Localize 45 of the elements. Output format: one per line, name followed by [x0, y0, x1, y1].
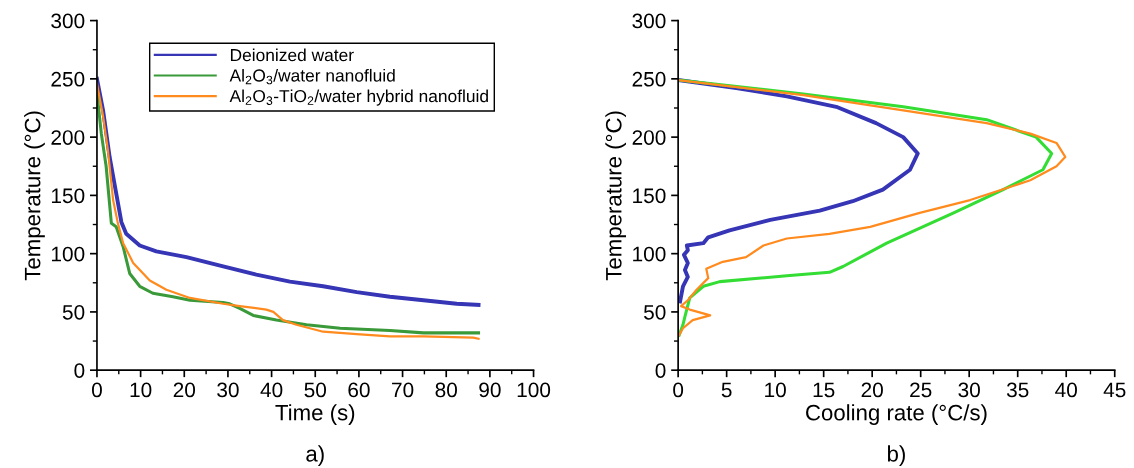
x-tick-label: 30	[217, 382, 239, 398]
x-axis-title: Cooling rate (°C/s)	[806, 404, 987, 425]
y-tick-label: 50	[62, 304, 85, 320]
x-tick-label: 0	[91, 382, 102, 398]
x-tick-label: 40	[260, 382, 283, 398]
y-tick-label: 50	[643, 304, 666, 320]
x-tick-label: 5	[721, 382, 732, 398]
y-tick-label: 300	[632, 13, 666, 29]
x-tick-label: 10	[765, 382, 786, 398]
y-tick-label: 100	[51, 246, 85, 262]
y-tick-label: 0	[655, 363, 666, 378]
x-tick-label: 35	[1006, 382, 1029, 398]
x-tick-label: 10	[130, 382, 152, 398]
x-tick-label: 80	[435, 382, 457, 398]
y-tick-label: 250	[632, 71, 666, 87]
y-axis-title: Temperature (°C)	[605, 111, 627, 281]
x-tick-label: 100	[517, 382, 551, 398]
x-tick-label: 50	[304, 382, 327, 398]
legend-label: Al$_{2}$O$_{3}$/water nanofluid	[229, 68, 395, 85]
x-tick-label: 45	[1103, 382, 1126, 398]
x-tick-label: 20	[861, 382, 883, 398]
text: b)	[887, 445, 905, 467]
y-tick-label: 150	[51, 188, 85, 204]
y-tick-label: 300	[51, 13, 85, 29]
legend-label: Al$_{2}$O$_{3}$-TiO$_{2}$/water hybrid nanofluid	[229, 89, 488, 106]
y-tick-label: 150	[633, 188, 666, 204]
x-tick-label: 70	[392, 382, 414, 398]
legend-label: Deionized water	[230, 48, 354, 62]
y-tick-label: 100	[633, 246, 666, 262]
y-tick-label: 200	[632, 130, 666, 145]
x-tick-label: 20	[173, 382, 196, 398]
x-tick-label: 15	[813, 382, 835, 398]
line-series	[678, 78, 920, 304]
y-tick-label: 250	[51, 71, 85, 87]
x-tick-label: 90	[479, 382, 501, 398]
x-tick-label: 30	[958, 382, 980, 398]
x-axis-title: Time (s)	[275, 404, 355, 425]
x-tick-label: 40	[1055, 382, 1077, 398]
x-tick-label: 60	[348, 382, 370, 398]
x-tick-label: 25	[910, 382, 932, 398]
text: a)	[306, 445, 324, 467]
x-tick-label: 0	[673, 382, 684, 398]
y-tick-label: 0	[74, 363, 85, 378]
y-axis-title: Temperature (°C)	[24, 111, 45, 281]
y-tick-label: 200	[51, 130, 85, 145]
